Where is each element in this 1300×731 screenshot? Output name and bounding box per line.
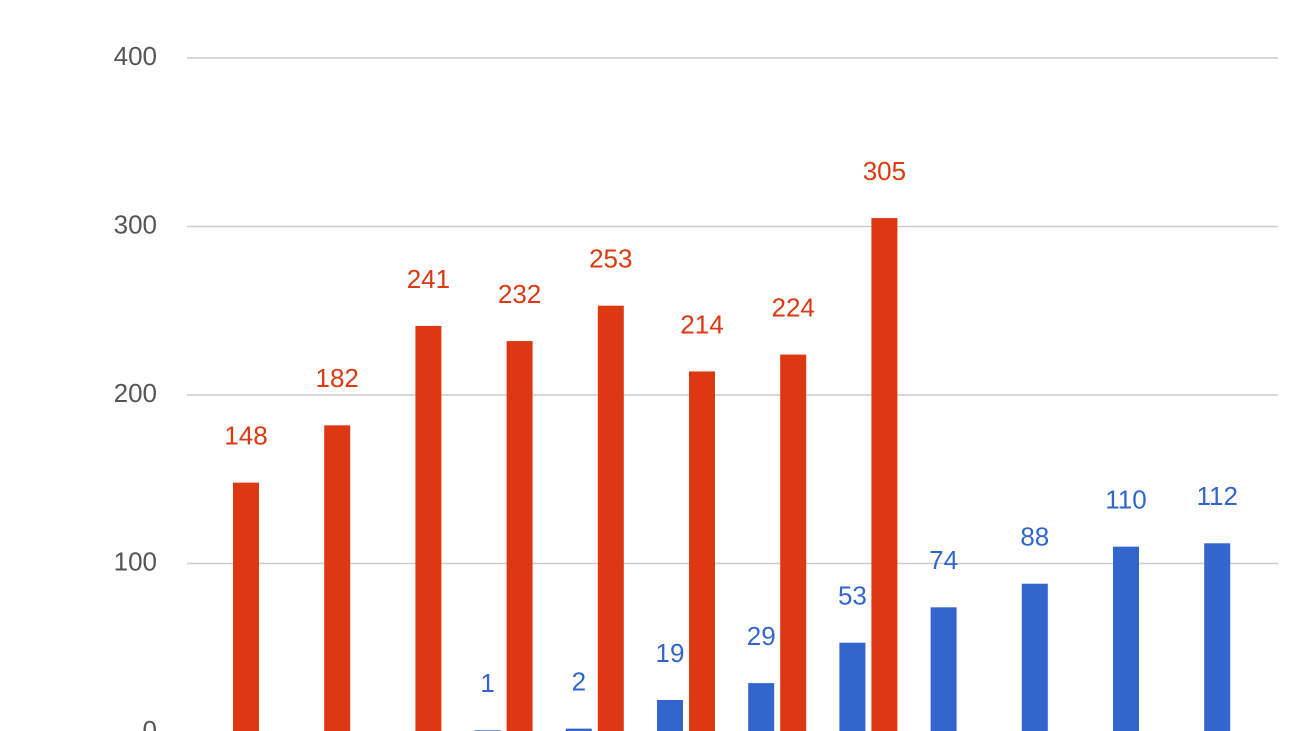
- bar: [930, 607, 957, 731]
- data-label: 182: [316, 363, 359, 393]
- bar: [871, 218, 898, 731]
- y-tick-label: 200: [114, 378, 157, 408]
- data-label: 53: [838, 581, 867, 611]
- data-label: 88: [1020, 522, 1049, 552]
- y-tick-label: 100: [114, 546, 157, 576]
- bar: [689, 371, 715, 731]
- y-tick-label: 400: [114, 41, 157, 71]
- bar: [506, 341, 533, 731]
- data-label: 19: [656, 638, 685, 668]
- bar: [657, 699, 683, 731]
- bar: [324, 425, 351, 731]
- data-label: 29: [747, 621, 776, 651]
- bar: [839, 642, 866, 731]
- data-label: 232: [498, 279, 541, 309]
- bar: [748, 683, 775, 731]
- data-label: 253: [589, 244, 632, 274]
- y-tick-label: 300: [114, 209, 157, 239]
- data-label: 1: [480, 668, 494, 698]
- data-label: 2: [572, 667, 586, 697]
- bar: [1204, 543, 1231, 731]
- bar: [597, 305, 624, 731]
- y-tick-label: 0: [143, 715, 157, 731]
- bar: [565, 728, 592, 731]
- data-label: 305: [863, 156, 906, 186]
- data-label: 224: [772, 292, 815, 322]
- bar: [780, 354, 807, 731]
- data-label: 74: [929, 545, 958, 575]
- bar: [1021, 583, 1048, 731]
- data-label: 110: [1105, 485, 1146, 515]
- data-label: 148: [224, 420, 267, 450]
- data-label: 112: [1196, 481, 1237, 511]
- data-label: 214: [680, 309, 723, 339]
- bar: [415, 325, 442, 731]
- bar: [1113, 546, 1139, 731]
- data-label: 241: [407, 264, 450, 294]
- bar: [233, 482, 259, 731]
